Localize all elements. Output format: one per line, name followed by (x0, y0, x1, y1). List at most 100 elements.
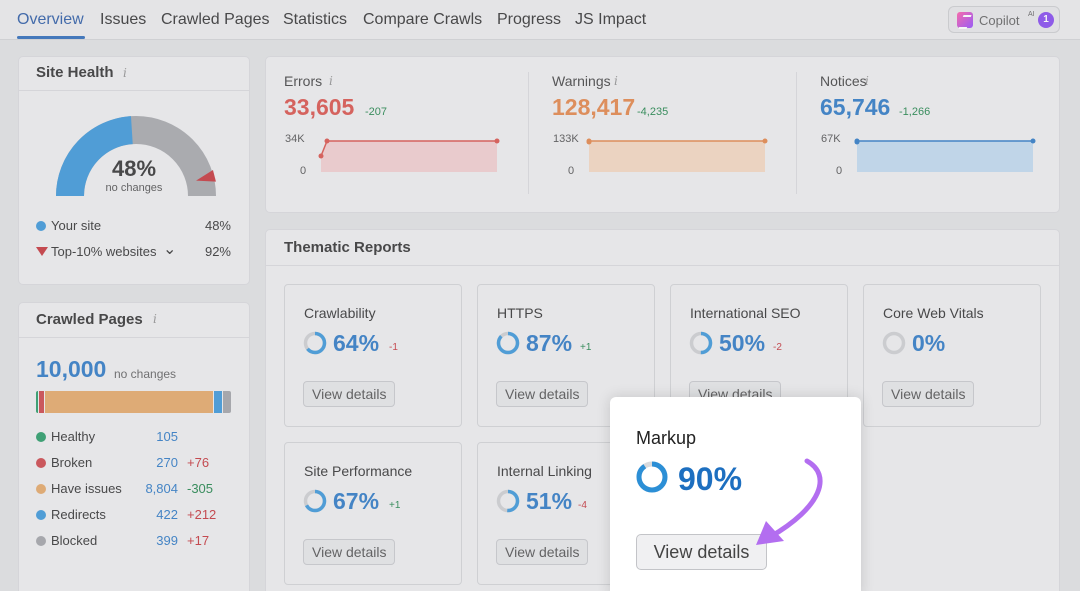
info-icon[interactable]: i (153, 312, 157, 326)
stat-value[interactable]: 128,417 (552, 94, 636, 120)
thematic-report-percent: 67% (333, 488, 380, 514)
info-icon[interactable]: i (865, 74, 869, 88)
tab-issues[interactable]: Issues (100, 11, 147, 28)
thematic-report-percent: 50% (719, 330, 766, 356)
stat-delta: -4,235 (637, 106, 669, 118)
sparkline-point (586, 138, 592, 144)
sparkline-notices (854, 138, 1036, 172)
active-tab-indicator (17, 36, 85, 39)
thematic-report-delta: +1 (580, 342, 592, 353)
stat-delta: -207 (365, 106, 388, 118)
site-health-gauge (56, 116, 216, 197)
crawl-status-delta: +17 (187, 533, 210, 548)
thematic-report-card[interactable]: Site Performance 67% +1 View details (284, 442, 462, 585)
crawl-status-count[interactable]: 422 (156, 507, 178, 522)
bar-segment-blocked (222, 391, 231, 413)
divider (19, 90, 249, 91)
status-dot (36, 484, 46, 494)
copilot-notification-badge: 1 (1038, 12, 1054, 28)
thematic-report-name: Core Web Vitals (883, 305, 984, 321)
chevron-down-icon[interactable]: ⌄ (163, 241, 177, 258)
crawl-status-count[interactable]: 270 (156, 455, 178, 470)
copilot-button[interactable]: Copilot AI 1 (948, 6, 1060, 33)
progress-ring-icon (689, 331, 713, 355)
thematic-report-name: HTTPS (497, 305, 543, 321)
tab-overview[interactable]: Overview (17, 11, 84, 28)
info-icon[interactable]: i (614, 74, 618, 88)
crawl-status-count[interactable]: 8,804 (145, 481, 178, 496)
y-axis-min-tick: 0 (568, 165, 575, 177)
tab-statistics[interactable]: Statistics (283, 11, 348, 28)
stat-delta: -1,266 (899, 106, 931, 118)
trend-sparklines (318, 138, 1036, 172)
crawl-status-label: Have issues (51, 481, 122, 496)
y-axis-max-tick: 67K (821, 133, 841, 145)
bar-segment-healthy (36, 391, 38, 413)
progress-ring-icon (496, 489, 520, 513)
view-details-button[interactable]: View details (303, 381, 396, 407)
status-dot (36, 458, 46, 468)
thematic-report-percent: 64% (333, 330, 380, 356)
stat-label: Warnings (552, 73, 611, 89)
stat-label: Notices (820, 73, 867, 89)
your-site-label: Your site (51, 218, 102, 233)
progress-ring-icon (303, 489, 327, 513)
crawled-pages-title: Crawled Pages (36, 311, 143, 328)
pointer-arrow-icon (756, 458, 823, 545)
your-site-dot (36, 221, 46, 231)
thematic-report-delta: -1 (389, 342, 398, 353)
crawl-status-count[interactable]: 105 (156, 429, 178, 444)
site-health-change: no changes (105, 182, 163, 194)
tab-progress[interactable]: Progress (497, 11, 562, 28)
crawl-status-delta: +212 (187, 507, 217, 522)
crawl-status-delta: +76 (187, 455, 210, 470)
crawl-status-label: Healthy (51, 429, 96, 444)
progress-ring-icon (303, 331, 327, 355)
stat-value[interactable]: 65,746 (820, 94, 891, 120)
thematic-report-percent: 0% (912, 330, 946, 356)
thematic-report-card[interactable]: Crawlability 64% -1 View details (284, 284, 462, 427)
top-navigation: Overview Issues Crawled Pages Statistics… (0, 0, 1080, 40)
site-health-card (18, 56, 250, 285)
crawled-pages-distribution-bar (36, 391, 231, 413)
view-details-button[interactable]: View details (496, 381, 589, 407)
crawled-pages-card (18, 302, 250, 591)
tab-crawled-pages[interactable]: Crawled Pages (161, 11, 270, 28)
top10-websites-value: 92% (204, 244, 231, 259)
sparkline-area (857, 141, 1033, 172)
top10-websites-dropdown[interactable]: Top-10% websites (51, 244, 157, 259)
tab-js-impact[interactable]: JS Impact (575, 11, 647, 28)
stat-value[interactable]: 33,605 (284, 94, 355, 120)
sparkline-area (589, 141, 765, 172)
info-icon[interactable]: i (123, 66, 127, 80)
view-details-button[interactable]: View details (882, 381, 975, 407)
thematic-report-name: Site Performance (304, 463, 413, 479)
crawl-status-count[interactable]: 399 (156, 533, 178, 548)
progress-ring-icon (882, 331, 906, 355)
sparkline-point (854, 138, 860, 144)
markup-report-name: Markup (636, 428, 697, 448)
crawled-pages-total[interactable]: 10,000 (36, 356, 107, 382)
copilot-label: Copilot (979, 13, 1020, 28)
divider (266, 265, 1059, 266)
thematic-report-percent: 51% (526, 488, 573, 514)
view-details-button[interactable]: View details (496, 539, 589, 565)
crawl-status-label: Redirects (51, 507, 106, 522)
your-site-value: 48% (204, 218, 231, 233)
sparkline-point (762, 138, 768, 144)
thematic-report-name: Internal Linking (497, 463, 592, 479)
sparkline-area (321, 141, 497, 172)
view-details-button[interactable]: View details (303, 539, 396, 565)
bar-segment-redirects (213, 391, 223, 413)
tab-compare-crawls[interactable]: Compare Crawls (363, 11, 483, 28)
crawl-status-label: Broken (51, 455, 93, 470)
thematic-report-card[interactable]: Core Web Vitals 0% View details (863, 284, 1041, 427)
markup-percent: 90% (678, 461, 743, 497)
markup-view-details-button[interactable]: View details (636, 534, 767, 570)
thematic-report-name: Crawlability (304, 305, 376, 321)
sparkline-errors (318, 138, 500, 172)
thematic-report-percent: 87% (526, 330, 573, 356)
divider (796, 72, 797, 194)
status-dot (36, 432, 46, 442)
info-icon[interactable]: i (329, 74, 333, 88)
